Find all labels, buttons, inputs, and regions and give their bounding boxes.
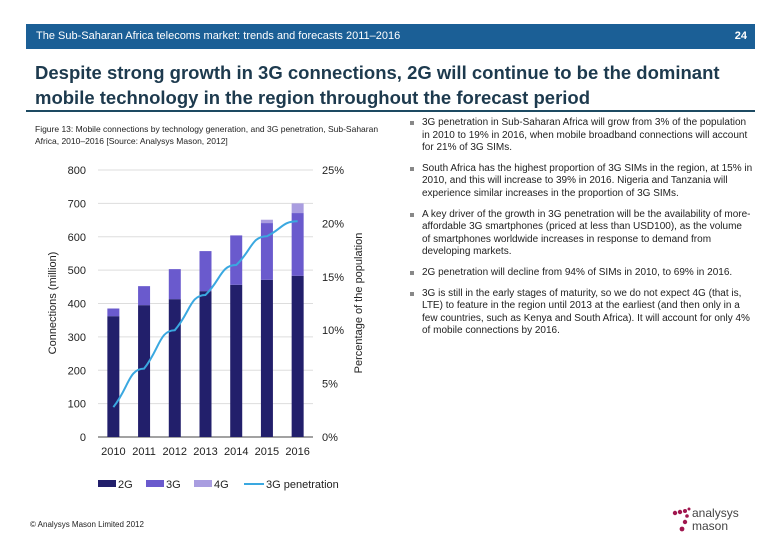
x-tick-label: 2012 xyxy=(163,446,187,458)
y2-tick-label: 0% xyxy=(322,432,338,444)
logo-text: analysys xyxy=(692,506,739,520)
y2-tick-label: 10% xyxy=(322,325,344,337)
bar-2g xyxy=(260,279,273,437)
bar-2g xyxy=(230,284,243,437)
bar-2g xyxy=(168,299,181,437)
bar-3g xyxy=(291,213,304,276)
x-tick-label: 2013 xyxy=(193,446,217,458)
x-tick-label: 2011 xyxy=(132,446,156,458)
bar-2g xyxy=(291,275,304,437)
legend-label: 4G xyxy=(214,479,229,491)
y-tick-label: 600 xyxy=(68,232,86,244)
y-tick-label: 500 xyxy=(68,265,86,277)
bullet-list: 3G penetration in Sub-Saharan Africa wil… xyxy=(408,117,753,346)
bar-2g xyxy=(138,305,151,437)
legend-swatch-3g xyxy=(146,480,164,487)
bar-3g xyxy=(260,223,273,280)
bullet: South Africa has the highest proportion … xyxy=(408,163,753,201)
legend-label: 3G penetration xyxy=(266,479,339,491)
x-tick-label: 2016 xyxy=(285,446,309,458)
logo-dots-icon xyxy=(672,507,691,532)
bullet: 3G is still in the early stages of matur… xyxy=(408,288,753,338)
y-tick-label: 300 xyxy=(68,332,86,344)
y-tick-label: 700 xyxy=(68,198,86,210)
analysys-mason-logo: analysys mason xyxy=(672,500,752,534)
bar-3g xyxy=(138,286,151,306)
bar-2g xyxy=(199,291,212,437)
bullet: 2G penetration will decline from 94% of … xyxy=(408,267,753,280)
slide-title: Despite strong growth in 3G connections,… xyxy=(35,62,720,108)
bar-3g xyxy=(230,235,243,285)
copyright: © Analysys Mason Limited 2012 xyxy=(30,520,144,529)
title-divider xyxy=(26,110,755,112)
y2-tick-label: 5% xyxy=(322,379,338,391)
page-number: 24 xyxy=(734,30,747,42)
bar-4g xyxy=(291,203,304,214)
y-tick-label: 200 xyxy=(68,365,86,377)
header-bar: The Sub-Saharan Africa telecoms market: … xyxy=(26,24,755,49)
bar-3g xyxy=(168,269,181,300)
bullet: A key driver of the growth in 3G penetra… xyxy=(408,209,753,259)
x-tick-label: 2015 xyxy=(255,446,279,458)
bar-3g xyxy=(107,308,120,317)
bar-3g xyxy=(199,251,212,292)
legend-swatch-2g xyxy=(98,480,116,487)
report-title: The Sub-Saharan Africa telecoms market: … xyxy=(36,30,401,42)
y2-tick-label: 15% xyxy=(322,272,344,284)
y2-axis-label: Percentage of the population xyxy=(353,233,365,374)
y2-tick-label: 20% xyxy=(322,218,344,230)
y-tick-label: 100 xyxy=(68,399,86,411)
legend-label: 3G xyxy=(166,479,181,491)
x-tick-label: 2014 xyxy=(224,446,248,458)
y2-tick-label: 25% xyxy=(322,165,344,177)
x-tick-label: 2010 xyxy=(101,446,125,458)
y-tick-label: 400 xyxy=(68,299,86,311)
figure-caption: Figure 13: Mobile connections by technol… xyxy=(35,124,379,146)
legend-swatch-4g xyxy=(194,480,212,487)
bullet: 3G penetration in Sub-Saharan Africa wil… xyxy=(408,117,753,155)
bar-2g xyxy=(107,316,120,437)
y-tick-label: 800 xyxy=(68,165,86,177)
bar-4g xyxy=(260,219,273,224)
y-tick-label: 0 xyxy=(80,432,86,444)
legend-label: 2G xyxy=(118,479,133,491)
logo-text: mason xyxy=(692,519,729,533)
y-axis-label: Connections (million) xyxy=(47,252,59,355)
penetration-line xyxy=(112,220,298,408)
